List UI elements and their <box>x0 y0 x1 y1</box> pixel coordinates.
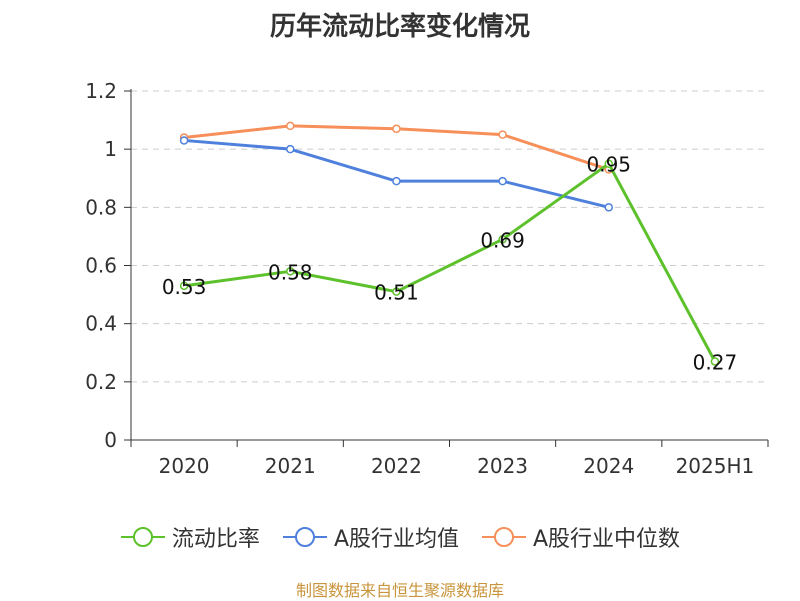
legend-item-industry-mean[interactable]: A股行业均值 <box>282 521 459 553</box>
data-point-0 <box>710 357 720 366</box>
series-line-0 <box>183 162 717 363</box>
series-line-1 <box>183 138 610 209</box>
x-tick-label: 2025H1 <box>676 454 755 478</box>
y-tick-label: 0 <box>104 428 117 452</box>
x-tick-label: 2024 <box>583 454 634 478</box>
data-label: 0.69 <box>480 228 525 252</box>
x-tick-label: 2020 <box>159 454 210 478</box>
data-point-0 <box>604 159 613 168</box>
legend-label-current-ratio: 流动比率 <box>171 527 260 552</box>
y-tick-label: 0.4 <box>85 312 117 336</box>
chart-title: 历年流动比率变化情况 <box>269 12 530 42</box>
data-point-1 <box>179 136 189 145</box>
data-label: 0.51 <box>374 281 419 305</box>
data-point-0 <box>286 267 295 276</box>
data-point-1 <box>286 144 295 154</box>
data-point-0 <box>179 281 189 291</box>
legend-item-industry-median[interactable]: A股行业中位数 <box>481 521 680 553</box>
legend: 流动比率 A股行业均值 A股行业中位数 <box>0 520 800 554</box>
y-tick-label: 1 <box>104 137 117 161</box>
legend-swatch-industry-median <box>482 527 526 547</box>
data-point-1 <box>604 203 613 212</box>
data-label: 0.27 <box>693 350 738 374</box>
x-tick-label: 2023 <box>477 454 528 478</box>
data-source-note: 制图数据来自恒生聚源数据库 <box>295 581 504 600</box>
data-point-0 <box>392 287 401 296</box>
x-tick-label: 2022 <box>371 454 422 478</box>
legend-label-industry-median: A股行业中位数 <box>533 527 681 552</box>
x-tick-label: 2021 <box>265 454 316 478</box>
legend-item-current-ratio[interactable]: 流动比率 <box>120 521 260 553</box>
legend-swatch-current-ratio <box>120 527 165 547</box>
data-label: 0.95 <box>586 153 631 177</box>
legend-label-industry-mean: A股行业均值 <box>333 527 459 552</box>
data-point-2 <box>498 130 507 139</box>
data-point-2 <box>392 124 401 134</box>
y-tick-label: 0.8 <box>85 195 117 219</box>
legend-swatch-industry-mean <box>282 527 327 547</box>
y-tick-label: 1.2 <box>85 79 117 103</box>
y-tick-label: 0.2 <box>85 370 117 394</box>
data-point-1 <box>392 176 401 186</box>
data-point-2 <box>286 121 295 131</box>
line-chart: 0 0.2 0.4 0.6 0.8 1 1.2 2020 2021 2022 2023 2024 202… <box>85 79 769 478</box>
data-point-0 <box>498 235 507 244</box>
data-label: 0.53 <box>162 275 207 299</box>
y-tick-label: 0.6 <box>85 254 117 278</box>
data-label: 0.58 <box>268 260 313 284</box>
data-point-1 <box>498 176 507 186</box>
